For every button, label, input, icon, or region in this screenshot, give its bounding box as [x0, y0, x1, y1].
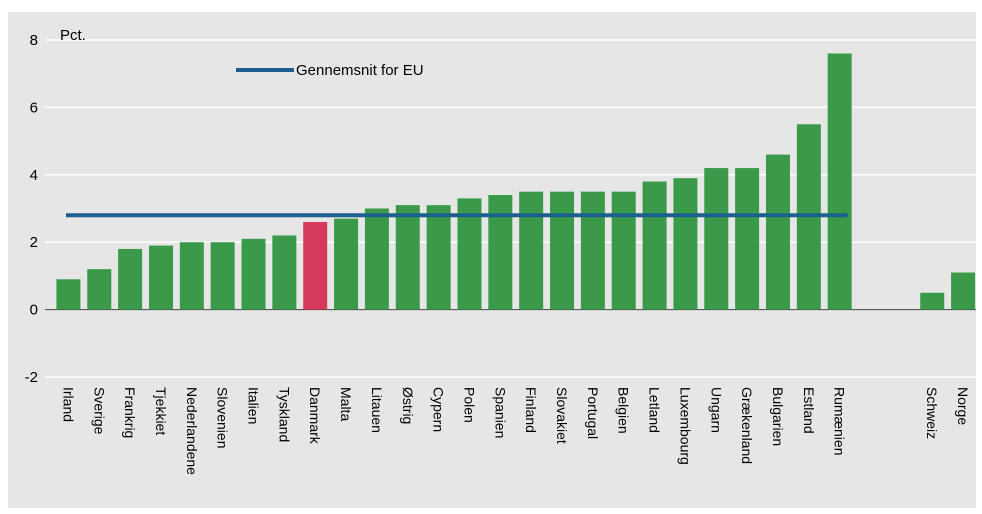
y-tick-label: 2 [30, 234, 38, 251]
bar-slovenien [210, 242, 235, 310]
x-tick-label: Italien [246, 387, 262, 424]
bar-sverige [87, 269, 112, 310]
bar-nederlandene [179, 242, 204, 310]
x-tick-label: Bulgarien [770, 387, 786, 446]
x-tick-label: Østrig [400, 387, 416, 424]
y-tick-label: 6 [30, 99, 38, 116]
y-tick-label: -2 [25, 369, 38, 386]
x-tick-label: Frankrig [122, 387, 138, 438]
x-tick-label: Danmark [307, 387, 323, 445]
x-tick-label: Ungarn [708, 387, 724, 433]
x-tick-label: Schweiz [924, 387, 940, 439]
x-tick-label: Sverige [91, 387, 107, 435]
x-tick-label: Letland [647, 387, 663, 433]
bar-slovakiet [550, 191, 575, 310]
x-tick-label: Slovenien [215, 387, 231, 449]
bar-schweiz [920, 292, 945, 310]
bar-østrig [395, 205, 420, 310]
bar-rumænien [827, 53, 852, 310]
bar-grækenland [735, 168, 760, 310]
legend: Gennemsnit for EU [236, 62, 424, 79]
x-tick-label: Norge [955, 387, 971, 425]
y-tick-label: 0 [30, 302, 38, 319]
x-tick-label: Portugal [585, 387, 601, 439]
x-tick-label: Cypern [431, 387, 447, 432]
x-tick-label: Tjekkiet [153, 387, 169, 435]
x-tick-label: Malta [338, 387, 354, 421]
x-tick-label: Litauen [369, 387, 385, 433]
bar-tjekkiet [148, 245, 173, 310]
bar-belgien [611, 191, 636, 310]
x-tick-label: Slovakiet [554, 387, 570, 444]
bar-ungarn [704, 168, 729, 310]
bar-letland [642, 181, 667, 310]
bar-danmark [303, 221, 328, 310]
bar-tyskland [272, 235, 297, 310]
axis-labels: -2 0 2 4 6 8 Irland Sverige Frankrig Tjekkiet Nede… [25, 32, 971, 475]
x-tick-label: Irland [60, 387, 76, 422]
x-tick-label: Nederlandene [184, 387, 200, 475]
bars [56, 53, 976, 310]
y-tick-label: 4 [30, 167, 38, 184]
bar-italien [241, 238, 266, 310]
x-tick-label: Spanien [492, 387, 508, 438]
bar-norge [951, 272, 976, 310]
bar-malta [334, 218, 359, 310]
y-axis-unit-label: Pct. [60, 27, 86, 44]
x-tick-label: Finland [523, 387, 539, 433]
legend-label-eu-average: Gennemsnit for EU [296, 62, 424, 79]
bar-litauen [364, 208, 389, 310]
bar-frankrig [118, 248, 143, 310]
bar-finland [519, 191, 544, 310]
bar-spanien [488, 195, 513, 310]
bar-portugal [580, 191, 605, 310]
x-tick-label: Estland [801, 387, 817, 434]
x-tick-label: Rumænien [832, 387, 848, 455]
x-tick-label: Belgien [616, 387, 632, 434]
x-tick-label: Luxembourg [677, 387, 693, 465]
x-tick-label: Polen [461, 387, 477, 423]
y-tick-label: 8 [30, 32, 38, 49]
chart-panel: -2 0 2 4 6 8 Irland Sverige Frankrig Tjekkiet Nede… [8, 12, 976, 508]
bar-irland [56, 279, 81, 310]
bar-bulgarien [765, 154, 790, 310]
x-tick-label: Tyskland [276, 387, 292, 442]
bar-luxembourg [673, 178, 698, 310]
bar-cypern [426, 205, 451, 310]
x-tick-label: Grækenland [739, 387, 755, 464]
bar-chart: -2 0 2 4 6 8 Irland Sverige Frankrig Tjekkiet Nede… [25, 27, 976, 475]
